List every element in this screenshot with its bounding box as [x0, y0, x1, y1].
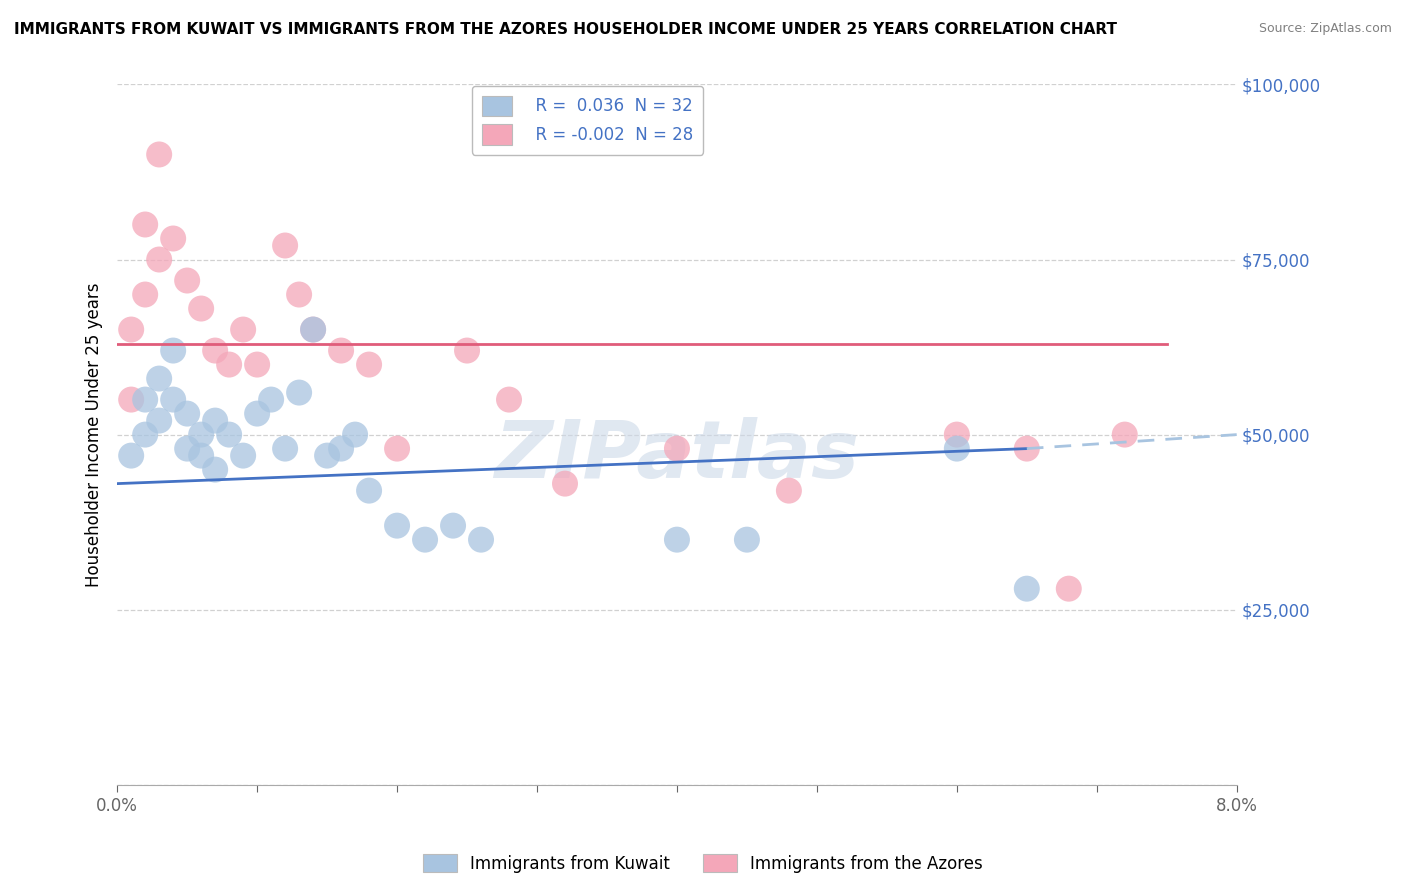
Point	[778, 483, 800, 498]
Point	[190, 427, 212, 442]
Point	[176, 273, 198, 287]
Text: IMMIGRANTS FROM KUWAIT VS IMMIGRANTS FROM THE AZORES HOUSEHOLDER INCOME UNDER 25: IMMIGRANTS FROM KUWAIT VS IMMIGRANTS FRO…	[14, 22, 1116, 37]
Point	[148, 252, 170, 267]
Point	[302, 322, 325, 336]
Point	[385, 442, 408, 456]
Point	[176, 407, 198, 421]
Point	[134, 218, 156, 232]
Point	[288, 287, 311, 301]
Point	[946, 442, 969, 456]
Point	[120, 322, 142, 336]
Point	[359, 483, 381, 498]
Point	[134, 427, 156, 442]
Point	[274, 442, 297, 456]
Point	[288, 385, 311, 400]
Text: ZIPatlas: ZIPatlas	[495, 417, 859, 494]
Point	[470, 533, 492, 547]
Point	[134, 287, 156, 301]
Point	[1015, 442, 1038, 456]
Legend: Immigrants from Kuwait, Immigrants from the Azores: Immigrants from Kuwait, Immigrants from …	[416, 847, 990, 880]
Point	[120, 449, 142, 463]
Point	[946, 427, 969, 442]
Legend:   R =  0.036  N = 32,   R = -0.002  N = 28: R = 0.036 N = 32, R = -0.002 N = 28	[471, 86, 703, 155]
Point	[385, 518, 408, 533]
Point	[204, 462, 226, 476]
Point	[148, 371, 170, 385]
Point	[246, 407, 269, 421]
Point	[148, 147, 170, 161]
Point	[330, 343, 353, 358]
Point	[665, 442, 688, 456]
Point	[316, 449, 339, 463]
Point	[1015, 582, 1038, 596]
Point	[554, 476, 576, 491]
Point	[1114, 427, 1136, 442]
Point	[274, 238, 297, 252]
Point	[218, 358, 240, 372]
Point	[413, 533, 436, 547]
Point	[735, 533, 758, 547]
Point	[260, 392, 283, 407]
Point	[302, 322, 325, 336]
Point	[246, 358, 269, 372]
Point	[148, 414, 170, 428]
Point	[162, 343, 184, 358]
Point	[232, 322, 254, 336]
Point	[344, 427, 367, 442]
Y-axis label: Householder Income Under 25 years: Householder Income Under 25 years	[86, 283, 103, 587]
Point	[441, 518, 464, 533]
Point	[204, 343, 226, 358]
Point	[359, 358, 381, 372]
Point	[134, 392, 156, 407]
Point	[498, 392, 520, 407]
Point	[120, 392, 142, 407]
Point	[162, 392, 184, 407]
Point	[1057, 582, 1080, 596]
Point	[204, 414, 226, 428]
Point	[190, 301, 212, 316]
Text: Source: ZipAtlas.com: Source: ZipAtlas.com	[1258, 22, 1392, 36]
Point	[665, 533, 688, 547]
Point	[330, 442, 353, 456]
Point	[176, 442, 198, 456]
Point	[218, 427, 240, 442]
Point	[190, 449, 212, 463]
Point	[162, 231, 184, 245]
Point	[456, 343, 478, 358]
Point	[232, 449, 254, 463]
